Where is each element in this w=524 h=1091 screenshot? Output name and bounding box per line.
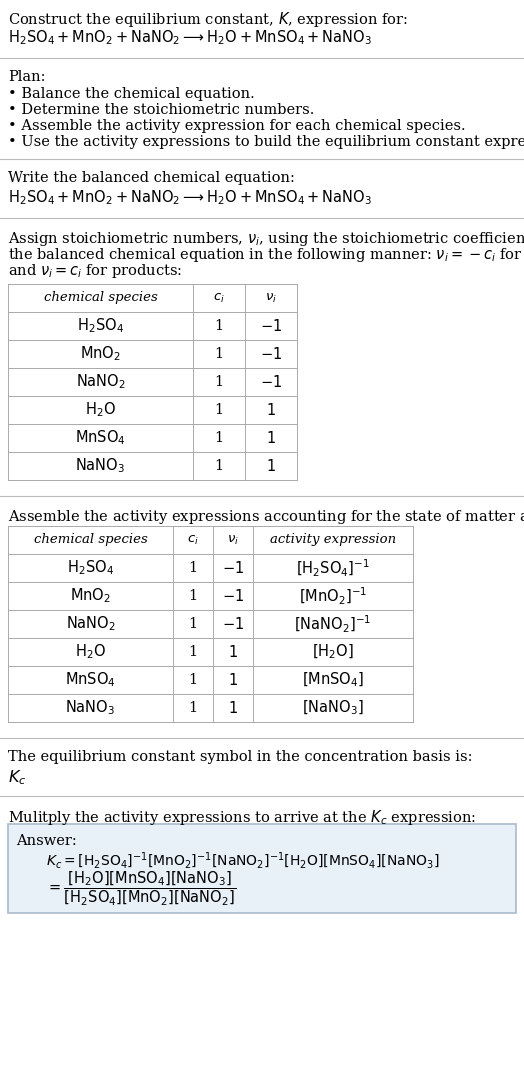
Text: $\nu_i$: $\nu_i$ <box>227 533 239 547</box>
Text: 1: 1 <box>214 459 224 473</box>
Text: 1: 1 <box>189 645 198 659</box>
Text: $\nu_i$: $\nu_i$ <box>265 291 277 304</box>
Text: $-1$: $-1$ <box>222 560 244 576</box>
Text: chemical species: chemical species <box>43 291 157 304</box>
Text: 1: 1 <box>189 673 198 687</box>
Text: 1: 1 <box>214 375 224 389</box>
Text: $c_i$: $c_i$ <box>213 291 225 304</box>
Text: 1: 1 <box>214 403 224 417</box>
Text: $-1$: $-1$ <box>222 616 244 632</box>
Text: 1: 1 <box>189 561 198 575</box>
Text: and $\nu_i = c_i$ for products:: and $\nu_i = c_i$ for products: <box>8 262 182 280</box>
Text: Mulitply the activity expressions to arrive at the $K_c$ expression:: Mulitply the activity expressions to arr… <box>8 808 476 827</box>
Text: the balanced chemical equation in the following manner: $\nu_i = -c_i$ for react: the balanced chemical equation in the fo… <box>8 245 524 264</box>
Text: $K_c = [\mathrm{H_2SO_4}]^{-1}[\mathrm{MnO_2}]^{-1}[\mathrm{NaNO_2}]^{-1}[\mathr: $K_c = [\mathrm{H_2SO_4}]^{-1}[\mathrm{M… <box>46 851 440 872</box>
Text: Assemble the activity expressions accounting for the state of matter and $\nu_i$: Assemble the activity expressions accoun… <box>8 508 524 526</box>
Text: $\mathrm{MnSO_4}$: $\mathrm{MnSO_4}$ <box>75 429 126 447</box>
Text: Write the balanced chemical equation:: Write the balanced chemical equation: <box>8 171 295 185</box>
Text: Construct the equilibrium constant, $K$, expression for:: Construct the equilibrium constant, $K$,… <box>8 10 408 29</box>
Text: $-1$: $-1$ <box>222 588 244 604</box>
Text: 1: 1 <box>214 347 224 361</box>
Text: Plan:: Plan: <box>8 70 46 84</box>
Text: The equilibrium constant symbol in the concentration basis is:: The equilibrium constant symbol in the c… <box>8 750 473 764</box>
Text: $\mathrm{NaNO_3}$: $\mathrm{NaNO_3}$ <box>66 698 116 718</box>
Text: $-1$: $-1$ <box>260 346 282 362</box>
Text: $1$: $1$ <box>266 458 276 473</box>
Text: 1: 1 <box>189 702 198 715</box>
Text: • Balance the chemical equation.: • Balance the chemical equation. <box>8 87 255 101</box>
Text: Assign stoichiometric numbers, $\nu_i$, using the stoichiometric coefficients, $: Assign stoichiometric numbers, $\nu_i$, … <box>8 230 524 248</box>
Text: $[\mathrm{NaNO_3}]$: $[\mathrm{NaNO_3}]$ <box>302 699 364 717</box>
FancyBboxPatch shape <box>8 824 516 913</box>
Text: $\mathrm{MnO_2}$: $\mathrm{MnO_2}$ <box>80 345 121 363</box>
Text: activity expression: activity expression <box>270 533 396 547</box>
Text: $c_i$: $c_i$ <box>187 533 199 547</box>
Text: $[\mathrm{H_2O}]$: $[\mathrm{H_2O}]$ <box>312 643 354 661</box>
Text: 1: 1 <box>189 618 198 631</box>
Text: $K_c$: $K_c$ <box>8 768 26 787</box>
Text: $\mathrm{MnO_2}$: $\mathrm{MnO_2}$ <box>70 587 111 606</box>
Text: $\mathrm{NaNO_2}$: $\mathrm{NaNO_2}$ <box>75 373 125 392</box>
Text: • Use the activity expressions to build the equilibrium constant expression.: • Use the activity expressions to build … <box>8 135 524 149</box>
Text: $\mathrm{H_2O}$: $\mathrm{H_2O}$ <box>85 400 116 419</box>
Text: $1$: $1$ <box>266 430 276 446</box>
Text: $\mathrm{NaNO_3}$: $\mathrm{NaNO_3}$ <box>75 457 126 476</box>
Text: $\mathrm{H_2SO_4}$: $\mathrm{H_2SO_4}$ <box>67 559 114 577</box>
Text: $[\mathrm{H_2SO_4}]^{-1}$: $[\mathrm{H_2SO_4}]^{-1}$ <box>296 558 370 578</box>
Text: $-1$: $-1$ <box>260 374 282 389</box>
Text: $\mathrm{MnSO_4}$: $\mathrm{MnSO_4}$ <box>65 671 116 690</box>
Text: $\mathrm{H_2SO_4 + MnO_2 + NaNO_2 \longrightarrow H_2O + MnSO_4 + NaNO_3}$: $\mathrm{H_2SO_4 + MnO_2 + NaNO_2 \longr… <box>8 188 372 206</box>
Text: $[\mathrm{MnO_2}]^{-1}$: $[\mathrm{MnO_2}]^{-1}$ <box>299 586 367 607</box>
Text: $\mathrm{H_2SO_4 + MnO_2 + NaNO_2 \longrightarrow H_2O + MnSO_4 + NaNO_3}$: $\mathrm{H_2SO_4 + MnO_2 + NaNO_2 \longr… <box>8 28 372 47</box>
Text: $1$: $1$ <box>266 401 276 418</box>
Text: $[\mathrm{NaNO_2}]^{-1}$: $[\mathrm{NaNO_2}]^{-1}$ <box>294 613 372 635</box>
Text: $\mathrm{H_2SO_4}$: $\mathrm{H_2SO_4}$ <box>77 316 124 335</box>
Text: • Assemble the activity expression for each chemical species.: • Assemble the activity expression for e… <box>8 119 466 133</box>
Text: $\mathrm{NaNO_2}$: $\mathrm{NaNO_2}$ <box>66 614 115 634</box>
Text: $= \dfrac{[\mathrm{H_2O}][\mathrm{MnSO_4}][\mathrm{NaNO_3}]}{[\mathrm{H_2SO_4}][: $= \dfrac{[\mathrm{H_2O}][\mathrm{MnSO_4… <box>46 870 236 907</box>
Text: $1$: $1$ <box>228 700 238 716</box>
Text: $[\mathrm{MnSO_4}]$: $[\mathrm{MnSO_4}]$ <box>302 671 364 690</box>
Text: chemical species: chemical species <box>34 533 147 547</box>
Text: $-1$: $-1$ <box>260 317 282 334</box>
Text: $\mathrm{H_2O}$: $\mathrm{H_2O}$ <box>75 643 106 661</box>
Text: • Determine the stoichiometric numbers.: • Determine the stoichiometric numbers. <box>8 103 314 117</box>
Text: Answer:: Answer: <box>16 834 77 848</box>
Text: $1$: $1$ <box>228 644 238 660</box>
Text: 1: 1 <box>189 589 198 603</box>
Text: $1$: $1$ <box>228 672 238 688</box>
Text: 1: 1 <box>214 431 224 445</box>
Text: 1: 1 <box>214 319 224 333</box>
